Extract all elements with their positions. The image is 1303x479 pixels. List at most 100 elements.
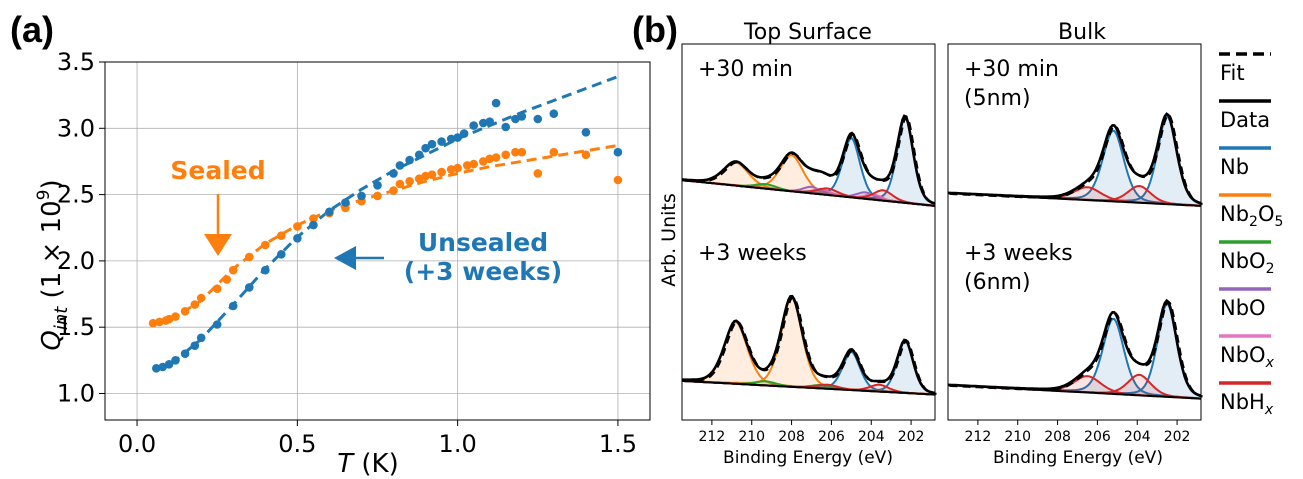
data-point-1 bbox=[491, 98, 501, 108]
column-title-bulk: Bulk bbox=[1058, 20, 1106, 45]
data-point-0 bbox=[261, 240, 270, 250]
data-point-0 bbox=[155, 317, 164, 327]
xps-subplot-2: +30 min (5nm) bbox=[947, 57, 1203, 207]
data-point-1 bbox=[357, 191, 366, 201]
data-point-0 bbox=[293, 222, 302, 231]
fit-curves-a bbox=[152, 75, 619, 370]
data-line bbox=[682, 294, 936, 395]
data-point-1 bbox=[164, 360, 174, 369]
xps-tick-label: 210 bbox=[1004, 429, 1031, 445]
chart-a: 0.0 0.5 1.0 1.5 1.0 1.5 2.0 2.5 3.0 3.5 Qint (1 … bbox=[34, 48, 651, 479]
background-line bbox=[681, 179, 936, 207]
y-label-exp: 9 bbox=[34, 190, 54, 201]
legend-label-NbO2: NbO2 bbox=[1220, 249, 1275, 277]
data-point-1 bbox=[212, 320, 222, 329]
data-point-0 bbox=[427, 170, 437, 179]
component-fill-NbHx bbox=[948, 186, 1201, 206]
background-line bbox=[681, 379, 936, 396]
component-fill-Nb bbox=[682, 341, 935, 395]
x-axis-label-b-right: Binding Energy (eV) bbox=[993, 448, 1163, 468]
data-point-1 bbox=[196, 333, 206, 343]
component-fill-Nb2O5 bbox=[682, 298, 935, 395]
y-tick-label: 2.5 bbox=[57, 181, 95, 209]
data-point-0 bbox=[171, 312, 180, 321]
data-point-1 bbox=[549, 109, 559, 118]
data-point-0 bbox=[533, 169, 543, 178]
x-tick-label: 0.5 bbox=[278, 430, 316, 458]
y-tick-label: 1.0 bbox=[57, 379, 95, 407]
data-point-0 bbox=[517, 147, 527, 157]
fit-line bbox=[949, 113, 1203, 206]
data-point-1 bbox=[501, 122, 511, 132]
subplot-label: (5nm) bbox=[964, 86, 1031, 111]
data-point-0 bbox=[228, 265, 238, 275]
data-point-1 bbox=[261, 265, 270, 275]
y-label-sub: int bbox=[51, 306, 72, 330]
subplot-label: +30 min bbox=[698, 57, 793, 82]
data-point-0 bbox=[395, 179, 405, 189]
component-fill-Nb bbox=[682, 118, 935, 206]
chart-b: Top Surface Bulk Arb. Units Binding Ener… bbox=[658, 20, 1283, 468]
x-ticks-b: 212 210 208 206 204 202 212 210 208 206 204 202 bbox=[699, 420, 1190, 445]
data-point-1 bbox=[152, 364, 161, 373]
column-title-top-surface: Top Surface bbox=[743, 20, 872, 45]
sealed-arrow-head bbox=[204, 234, 232, 256]
data-point-1 bbox=[228, 301, 238, 311]
subplot-label: +3 weeks bbox=[698, 241, 807, 266]
plot-frames-b bbox=[681, 43, 1202, 421]
data-point-1 bbox=[277, 250, 286, 259]
data-point-0 bbox=[485, 154, 495, 164]
data-point-0 bbox=[190, 300, 200, 309]
legend-label-Nb2O5: Nb2O5 bbox=[1220, 202, 1283, 230]
data-point-1 bbox=[453, 133, 462, 142]
y-label-unit: (1 × 10 bbox=[37, 200, 67, 306]
xps-tick-label: 204 bbox=[1124, 429, 1151, 445]
component-fill-Nb2O5 bbox=[682, 162, 935, 206]
data-point-0 bbox=[491, 153, 501, 162]
data-point-0 bbox=[309, 214, 318, 223]
subplot-label: (6nm) bbox=[964, 270, 1031, 295]
data-point-0 bbox=[405, 177, 414, 186]
x-axis-label-a: T (K) bbox=[337, 449, 399, 479]
data-point-1 bbox=[427, 139, 437, 149]
data-point-0 bbox=[222, 275, 232, 284]
data-point-1 bbox=[405, 155, 414, 165]
y-axis-label-b: Arb. Units bbox=[658, 193, 680, 287]
data-point-0 bbox=[446, 165, 456, 174]
data-point-0 bbox=[501, 150, 511, 160]
component-fill-NbHx bbox=[948, 376, 1201, 399]
xps-frame-0 bbox=[681, 43, 936, 421]
data-point-0 bbox=[613, 175, 623, 185]
xps-tick-label: 212 bbox=[699, 429, 726, 445]
grid-a bbox=[105, 61, 650, 420]
data-point-1 bbox=[446, 134, 456, 144]
component-fill-Nb2O5 bbox=[682, 322, 935, 395]
data-point-0 bbox=[373, 191, 382, 201]
unsealed-arrow-head bbox=[334, 246, 356, 270]
component-fill-Nb bbox=[948, 116, 1201, 206]
panel-label-a: (a) bbox=[10, 9, 54, 50]
data-point-1 bbox=[171, 356, 180, 365]
xps-tick-label: 212 bbox=[965, 429, 992, 445]
annotation-sealed: Sealed bbox=[170, 156, 265, 185]
data-point-0 bbox=[196, 293, 206, 303]
xps-tick-label: 208 bbox=[1044, 429, 1071, 445]
data-point-0 bbox=[511, 147, 520, 157]
data-point-0 bbox=[180, 307, 190, 316]
data-point-1 bbox=[373, 181, 382, 190]
y-axis-label-a: Qint (1 × 109) bbox=[34, 179, 72, 350]
data-points-a bbox=[148, 98, 623, 373]
data-point-1 bbox=[421, 143, 430, 153]
data-point-1 bbox=[533, 114, 543, 124]
x-tick-label: 0.0 bbox=[118, 430, 156, 458]
data-point-1 bbox=[414, 150, 424, 160]
data-point-0 bbox=[212, 284, 222, 294]
data-point-1 bbox=[341, 198, 350, 207]
subplot-label: +30 min bbox=[964, 57, 1059, 82]
component-fill-NbHx bbox=[948, 187, 1201, 206]
data-point-0 bbox=[437, 167, 446, 177]
legend-label-NbO: NbO bbox=[1220, 296, 1266, 320]
data-line bbox=[681, 114, 936, 205]
xps-tick-label: 206 bbox=[1084, 429, 1111, 445]
